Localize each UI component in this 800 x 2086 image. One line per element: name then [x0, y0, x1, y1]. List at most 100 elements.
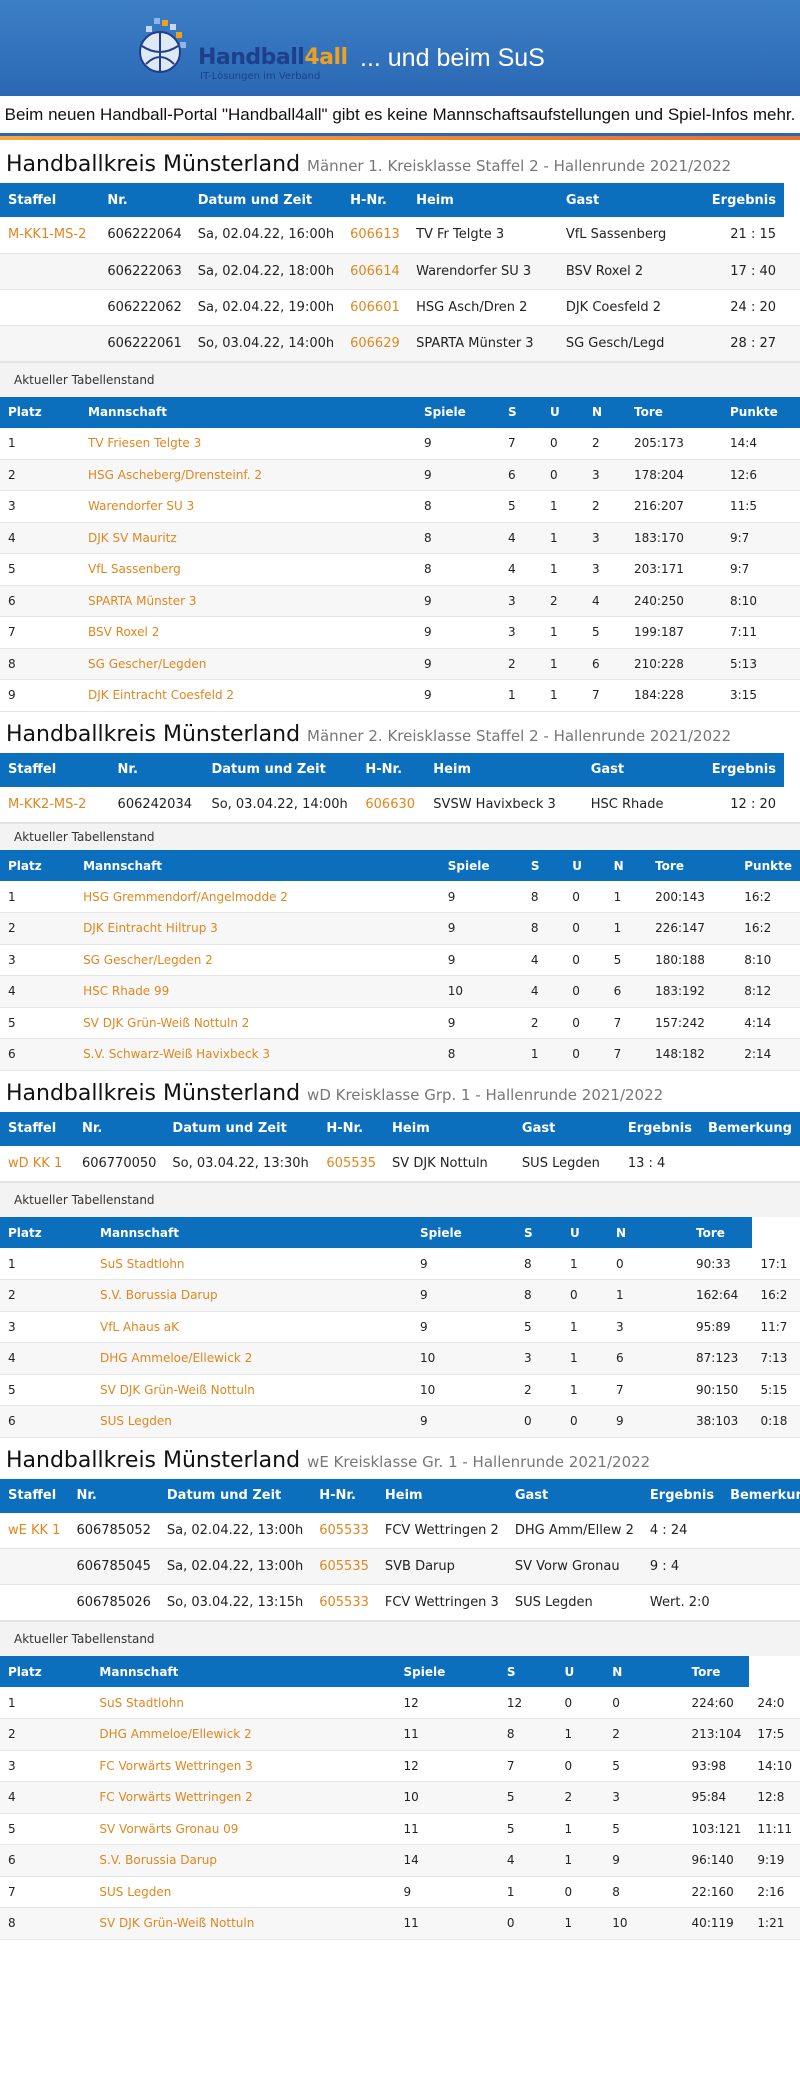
col-heim: Heim — [425, 752, 583, 787]
spiele: 9 — [439, 944, 523, 976]
home-team: SPARTA Münster 3 — [408, 325, 558, 362]
team-link[interactable]: SuS Stadtlohn — [92, 1248, 412, 1280]
section-title: Handballkreis Münsterland wE Kreisklasse… — [6, 1447, 651, 1473]
hall-link[interactable]: 605533 — [311, 1512, 377, 1549]
siege: 0 — [498, 1907, 557, 1940]
hall-link[interactable]: 606629 — [342, 325, 409, 362]
team-link[interactable]: DJK Eintracht Coesfeld 2 — [80, 679, 416, 712]
team-link[interactable]: DJK SV Mauritz — [80, 522, 416, 554]
staffel-link[interactable] — [0, 1548, 69, 1585]
staffel-link[interactable]: wE KK 1 — [0, 1512, 69, 1549]
empty-cell — [784, 786, 800, 823]
spiele: 9 — [412, 1279, 516, 1312]
game-nr: 606222061 — [99, 325, 190, 362]
tore: 199:187 — [626, 616, 722, 649]
team-link[interactable]: SUS Legden — [91, 1876, 396, 1908]
hall-link[interactable]: 606601 — [342, 289, 409, 326]
siege: 3 — [500, 616, 542, 649]
hall-link[interactable]: 606614 — [342, 253, 409, 290]
col-mannschaft: Mannschaft — [75, 850, 440, 881]
spiele: 11 — [395, 1718, 499, 1751]
team-link[interactable]: SPARTA Münster 3 — [80, 585, 416, 617]
team-link[interactable]: S.V. Schwarz-Weiß Havixbeck 3 — [75, 1038, 440, 1071]
staffel-link[interactable] — [0, 253, 100, 290]
home-team: SVSW Havixbeck 3 — [425, 786, 583, 823]
team-link[interactable]: SV DJK Grün-Weiß Nottuln 2 — [75, 1007, 440, 1039]
siege: 5 — [498, 1813, 557, 1845]
team-link[interactable]: FC Vorwärts Wettringen 3 — [91, 1750, 396, 1782]
staffel-link[interactable] — [0, 1584, 69, 1621]
col-staffel: Staffel — [0, 1111, 74, 1146]
team-link[interactable]: SV DJK Grün-Weiß Nottuln — [91, 1907, 396, 1940]
hall-link[interactable]: 606630 — [357, 786, 426, 823]
siege: 6 — [500, 459, 542, 491]
staffel-link[interactable] — [0, 289, 100, 326]
team-link[interactable]: HSC Rhade 99 — [75, 975, 440, 1008]
team-link[interactable]: VfL Sassenberg — [80, 553, 416, 586]
team-link[interactable]: SuS Stadtlohn — [91, 1687, 396, 1719]
platz: 2 — [0, 1718, 92, 1751]
team-link[interactable]: HSG Gremmendorf/Angelmodde 2 — [75, 881, 440, 913]
team-link[interactable]: DHG Ammeloe/Ellewick 2 — [91, 1718, 396, 1751]
staffel-link[interactable]: M-KK1-MS-2 — [0, 217, 100, 254]
punkte: 8:12 — [736, 975, 800, 1008]
table-row: 2 HSG Ascheberg/Drensteinf. 2 9 6 0 3 178:204 1… — [0, 459, 800, 491]
team-link[interactable]: SV Vorwärts Gronau 09 — [91, 1813, 396, 1845]
team-link[interactable]: DJK Eintracht Hiltrup 3 — [75, 912, 440, 945]
siege: 8 — [516, 1279, 562, 1312]
logo-subtitle: IT-Lösungen im Verband — [200, 71, 321, 82]
games-table: Staffel Nr. Datum und Zeit H-Nr. Heim Ga… — [0, 1111, 800, 1182]
unentschieden: 1 — [542, 553, 584, 586]
hall-link[interactable]: 605533 — [311, 1584, 377, 1621]
table-row: 606785026 So, 03.04.22, 13:15h 605533 FCV W… — [0, 1584, 800, 1621]
hall-link[interactable]: 606613 — [342, 217, 409, 254]
home-team: FCV Wettringen 2 — [376, 1512, 507, 1549]
hall-link[interactable]: 605535 — [318, 1145, 385, 1182]
team-link[interactable]: DHG Ammeloe/Ellewick 2 — [92, 1342, 412, 1375]
siege: 7 — [498, 1750, 557, 1782]
team-link[interactable]: SG Gescher/Legden 2 — [75, 944, 440, 976]
spiele: 10 — [412, 1374, 516, 1406]
home-team: FCV Wettringen 3 — [376, 1584, 507, 1621]
tore: 90:33 — [688, 1248, 753, 1280]
table-caption: Aktueller Tabellenstand — [0, 361, 800, 397]
staffel-link[interactable] — [0, 325, 100, 362]
table-row: 7 BSV Roxel 2 9 3 1 5 199:187 7:11 — [0, 616, 800, 649]
siege: 5 — [498, 1781, 557, 1814]
table-row: 2 DJK Eintracht Hiltrup 3 9 8 0 1 226:147 16:2 — [0, 912, 800, 945]
unentschieden: 2 — [556, 1781, 605, 1814]
hall-link[interactable]: 605535 — [311, 1548, 377, 1585]
info-banner: Beim neuen Handball-Portal "Handball4all… — [0, 96, 800, 136]
remark — [722, 1512, 800, 1549]
team-link[interactable]: SV DJK Grün-Weiß Nottuln — [92, 1374, 412, 1406]
team-link[interactable]: TV Friesen Telgte 3 — [80, 427, 416, 460]
tore: 40:119 — [683, 1907, 750, 1940]
logo-wordmark: Handball4all — [198, 45, 348, 70]
spiele: 9 — [416, 616, 500, 649]
tore: 90:150 — [688, 1374, 753, 1406]
staffel-link[interactable]: wD KK 1 — [0, 1145, 74, 1182]
punkte: 4:14 — [736, 1007, 800, 1039]
platz: 1 — [0, 1248, 92, 1280]
tore: 95:89 — [688, 1311, 753, 1343]
games-header-row: Staffel Nr. Datum und Zeit H-Nr. Heim Ga… — [0, 752, 800, 787]
niederlagen: 0 — [608, 1248, 688, 1280]
remark — [722, 1548, 800, 1585]
team-link[interactable]: S.V. Borussia Darup — [91, 1844, 396, 1877]
team-link[interactable]: FC Vorwärts Wettringen 2 — [91, 1781, 396, 1814]
team-link[interactable]: SG Gescher/Legden — [80, 648, 416, 680]
platz: 3 — [0, 1750, 92, 1782]
team-link[interactable]: S.V. Borussia Darup — [92, 1279, 412, 1312]
punkte: 16:2 — [736, 881, 800, 913]
team-link[interactable]: SUS Legden — [92, 1405, 412, 1438]
team-link[interactable]: VfL Ahaus aK — [92, 1311, 412, 1343]
team-link[interactable]: Warendorfer SU 3 — [80, 490, 416, 523]
tore: 216:207 — [626, 490, 722, 523]
staffel-link[interactable]: M-KK2-MS-2 — [0, 786, 110, 823]
team-link[interactable]: BSV Roxel 2 — [80, 616, 416, 649]
spiele: 8 — [416, 490, 500, 523]
team-link[interactable]: HSG Ascheberg/Drensteinf. 2 — [80, 459, 416, 491]
guest-team: SG Gesch/Legd — [557, 325, 704, 362]
game-nr: 606785052 — [68, 1512, 159, 1549]
spiele: 9 — [412, 1405, 516, 1438]
